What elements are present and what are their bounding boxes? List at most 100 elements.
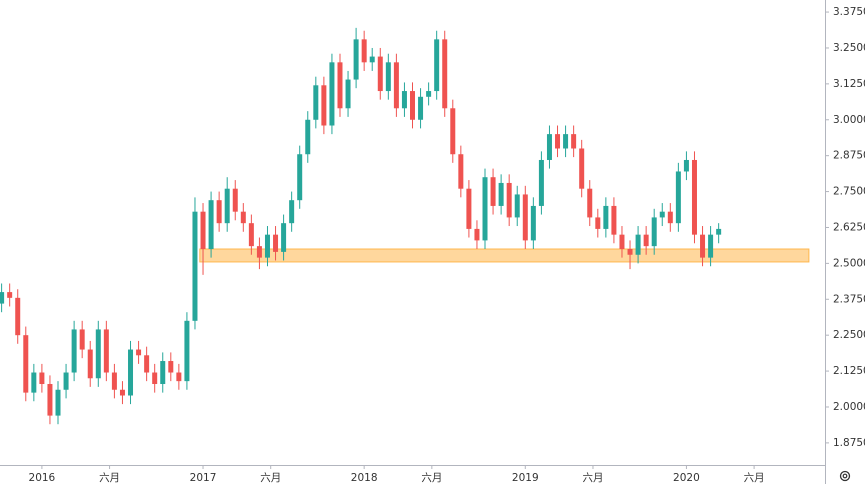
- x-tick-label: 六月: [582, 472, 603, 484]
- candle-body: [289, 200, 295, 224]
- candle-body: [160, 361, 166, 385]
- candle-body: [168, 361, 174, 373]
- candle-body: [450, 108, 456, 155]
- candle-body: [208, 200, 214, 250]
- candle-body: [627, 249, 633, 255]
- candle-body: [7, 292, 13, 298]
- candle-body: [418, 96, 424, 120]
- candle-body: [71, 329, 77, 373]
- candle-body: [152, 372, 158, 385]
- candle-body: [603, 205, 609, 229]
- candle-body: [683, 159, 689, 172]
- candle-body: [0, 292, 5, 304]
- candle-body: [643, 234, 649, 247]
- candle-body: [345, 79, 351, 109]
- candle-body: [385, 62, 391, 92]
- candle-body: [321, 85, 327, 126]
- candle-body: [200, 211, 206, 250]
- candle-body: [716, 228, 722, 235]
- candle-body: [63, 372, 69, 390]
- candle-body: [136, 349, 142, 356]
- candle-body: [635, 234, 641, 255]
- x-tick-label: 六月: [99, 472, 120, 484]
- x-tick-label: 2019: [512, 472, 539, 484]
- candle-body: [87, 349, 93, 379]
- candle-body: [23, 335, 29, 393]
- candle-body: [611, 205, 617, 235]
- candle-body: [587, 188, 593, 218]
- candle-body: [555, 134, 561, 149]
- candle-body: [337, 62, 343, 109]
- candle-body: [273, 234, 279, 252]
- candle-body: [31, 372, 37, 393]
- candle-body: [619, 234, 625, 250]
- candle-body: [434, 39, 440, 92]
- candle-body: [256, 246, 262, 258]
- x-tick-label: 六月: [260, 472, 281, 484]
- candle-body: [111, 372, 117, 390]
- candle-body: [55, 389, 61, 416]
- x-tick-label: 六月: [744, 472, 765, 484]
- y-tick-label: 2.3750: [833, 293, 865, 305]
- support-zone: [199, 248, 810, 263]
- settings-icon[interactable]: [839, 470, 851, 482]
- y-tick-label: 2.0000: [833, 401, 865, 413]
- candle-body: [224, 188, 230, 224]
- y-tick-label: 3.2500: [833, 42, 865, 54]
- y-tick-label: 2.2500: [833, 329, 865, 341]
- candle-body: [361, 39, 367, 63]
- candle-body: [216, 200, 222, 224]
- candle-body: [39, 372, 45, 385]
- candle-body: [393, 62, 399, 109]
- candle-body: [240, 211, 246, 224]
- candle-body: [595, 217, 601, 229]
- candle-body: [176, 372, 182, 382]
- candle-body: [353, 39, 359, 80]
- candle-body: [184, 320, 190, 382]
- candle-body: [659, 211, 665, 218]
- candle-body: [232, 188, 238, 212]
- x-tick-label: 2018: [351, 472, 378, 484]
- candle-body: [47, 384, 53, 416]
- candle-body: [579, 148, 585, 189]
- candle-body: [264, 234, 270, 258]
- y-tick-label: 3.3750: [833, 6, 865, 18]
- candle-body: [691, 159, 697, 235]
- candle-body: [248, 223, 254, 247]
- candle-body: [538, 159, 544, 206]
- candle-body: [466, 188, 472, 229]
- y-tick-label: 2.6250: [833, 221, 865, 233]
- candle-body: [506, 182, 512, 218]
- candle-body: [498, 182, 504, 206]
- candle-body: [482, 177, 488, 241]
- candle-body: [79, 329, 85, 350]
- candle-body: [329, 62, 335, 126]
- x-tick-label: 2020: [673, 472, 700, 484]
- candle-body: [377, 56, 383, 92]
- x-tick-label: 2016: [29, 472, 56, 484]
- candle-body: [313, 85, 319, 120]
- candle-body: [530, 205, 536, 241]
- y-tick-label: 1.8750: [833, 437, 865, 449]
- x-tick-label: 六月: [421, 472, 442, 484]
- candle-body: [369, 56, 375, 63]
- candle-body: [119, 389, 125, 396]
- y-tick-label: 3.1250: [833, 78, 865, 90]
- x-tick-label: 2017: [190, 472, 217, 484]
- candle-body: [192, 211, 198, 321]
- candle-body: [700, 234, 706, 258]
- y-tick-label: 2.8750: [833, 150, 865, 162]
- candle-body: [305, 119, 311, 155]
- candle-body: [103, 329, 109, 373]
- candle-body: [675, 171, 681, 224]
- candle-body: [128, 349, 134, 396]
- candle-body: [15, 297, 21, 336]
- candle-body: [474, 228, 480, 241]
- y-tick-label: 3.0000: [833, 114, 865, 126]
- y-tick-label: 2.7500: [833, 186, 865, 198]
- candle-body: [708, 234, 714, 258]
- candle-body: [522, 194, 528, 241]
- candle-body: [410, 91, 415, 120]
- candle-body: [297, 154, 303, 201]
